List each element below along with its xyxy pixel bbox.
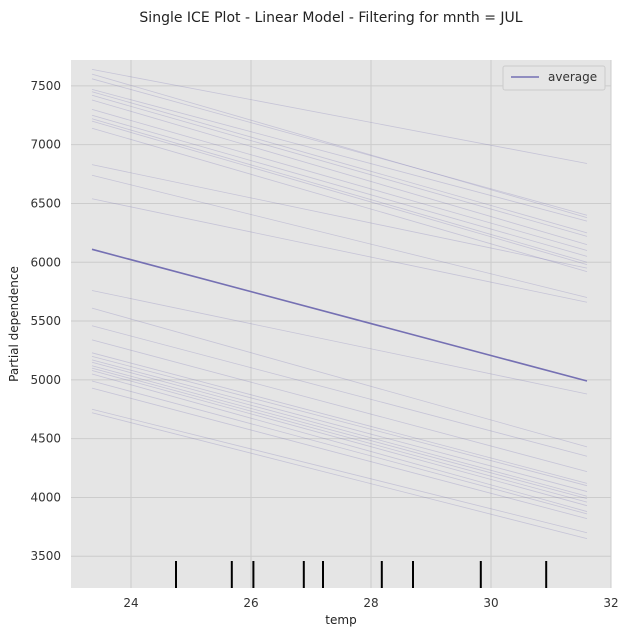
x-tick-label: 30 [483, 596, 498, 610]
ice-line [91, 73, 588, 218]
y-tick-label: 3500 [30, 549, 61, 563]
y-tick-label: 6000 [30, 255, 61, 269]
x-tick-label: 26 [243, 596, 258, 610]
legend-box [502, 65, 606, 91]
ice-line [91, 198, 588, 303]
y-tick-label: 5000 [30, 373, 61, 387]
x-tick-label: 24 [123, 596, 138, 610]
ice-line [91, 94, 588, 237]
x-tick-labels: 24 26 28 30 32 [123, 596, 618, 610]
ice-line [91, 387, 588, 520]
ice-line [91, 109, 588, 251]
ice-line [91, 359, 588, 492]
plot-area [71, 60, 611, 588]
rug-marks [175, 561, 548, 588]
x-tick-label: 28 [363, 596, 378, 610]
average-line-group [91, 248, 588, 382]
ice-line [91, 78, 588, 216]
ice-line [91, 370, 588, 507]
y-tick-labels: 3500 4000 4500 5000 5500 6000 6500 7000 7500 [30, 79, 61, 563]
y-tick-label: 7000 [30, 138, 61, 152]
ice-line [91, 373, 588, 512]
ice-line [91, 408, 588, 534]
ice-line [91, 380, 588, 515]
ice-line [91, 69, 588, 164]
legend-average-label: average [548, 70, 597, 84]
y-tick-label: 6500 [30, 196, 61, 210]
ice-line [91, 365, 588, 500]
ice-line [91, 99, 588, 246]
ice-line [91, 367, 588, 503]
ice-line [91, 118, 588, 263]
average-line [91, 248, 588, 382]
y-tick-label: 4500 [30, 432, 61, 446]
ice-line [91, 355, 588, 487]
y-tick-label: 5500 [30, 314, 61, 328]
legend: average [502, 65, 606, 91]
ice-line [91, 174, 588, 298]
ice-line [91, 307, 588, 448]
ice-line [91, 361, 588, 497]
ice-line [91, 127, 588, 273]
ice-line [91, 325, 588, 457]
ice-line [91, 89, 588, 222]
y-axis-label: Partial dependence [7, 266, 21, 382]
x-axis-label: temp [325, 613, 356, 627]
ice-line [91, 339, 588, 472]
ice-line [91, 290, 588, 395]
y-tick-label: 7500 [30, 79, 61, 93]
x-tick-label: 32 [603, 596, 618, 610]
ice-line [91, 114, 588, 257]
ice-lines [91, 69, 588, 539]
ice-line [91, 91, 588, 234]
ice-line [91, 412, 588, 539]
ice-line [91, 352, 588, 484]
ice-line [91, 120, 588, 265]
y-tick-label: 4000 [30, 490, 61, 504]
chart-title: Single ICE Plot - Linear Model - Filteri… [139, 10, 522, 26]
ice-line [91, 164, 588, 269]
